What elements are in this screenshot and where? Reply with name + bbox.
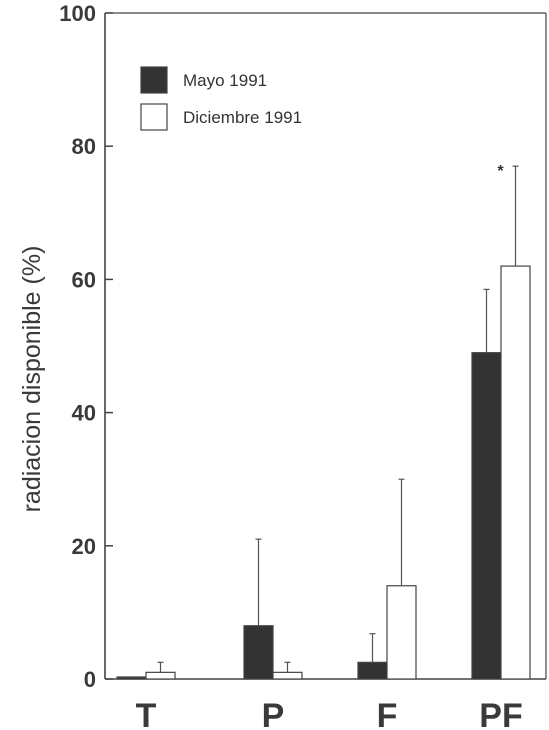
legend-label: Mayo 1991 <box>183 71 267 90</box>
bar-diciembre-p <box>272 671 303 680</box>
bar-mayo-p <box>243 625 274 680</box>
legend: Mayo 1991 Diciembre 1991 <box>140 66 302 131</box>
bar-mayo-t <box>116 676 147 680</box>
legend-swatch <box>140 66 168 94</box>
bar-mayo-f <box>357 661 388 680</box>
bars <box>116 265 531 680</box>
y-axis-label: radiacion disponible (%) <box>18 246 46 513</box>
y-tick-label: 100 <box>59 1 96 26</box>
y-tick-label: 80 <box>72 134 96 159</box>
bar-mayo-pf <box>471 352 502 680</box>
bar-diciembre-t <box>145 671 176 680</box>
y-tick-label: 0 <box>84 667 96 692</box>
y-tick-label: 60 <box>72 267 96 292</box>
significance-marker: * <box>497 163 504 180</box>
y-tick-label: 20 <box>72 534 96 559</box>
legend-swatch <box>140 103 168 131</box>
x-tick-label: T <box>136 697 157 730</box>
error-bars <box>157 165 519 673</box>
x-axis-labels: T P F PF <box>136 697 523 730</box>
bar-diciembre-f <box>386 585 417 680</box>
x-tick-label: P <box>262 697 285 730</box>
x-tick-label: F <box>377 697 398 730</box>
bar-diciembre-pf <box>500 265 531 680</box>
y-axis-ticks: 0 20 40 60 80 100 <box>59 1 113 692</box>
legend-label: Diciembre 1991 <box>183 108 302 127</box>
annotations: * <box>497 163 504 180</box>
x-tick-label: PF <box>479 697 522 730</box>
y-tick-label: 40 <box>72 401 96 426</box>
